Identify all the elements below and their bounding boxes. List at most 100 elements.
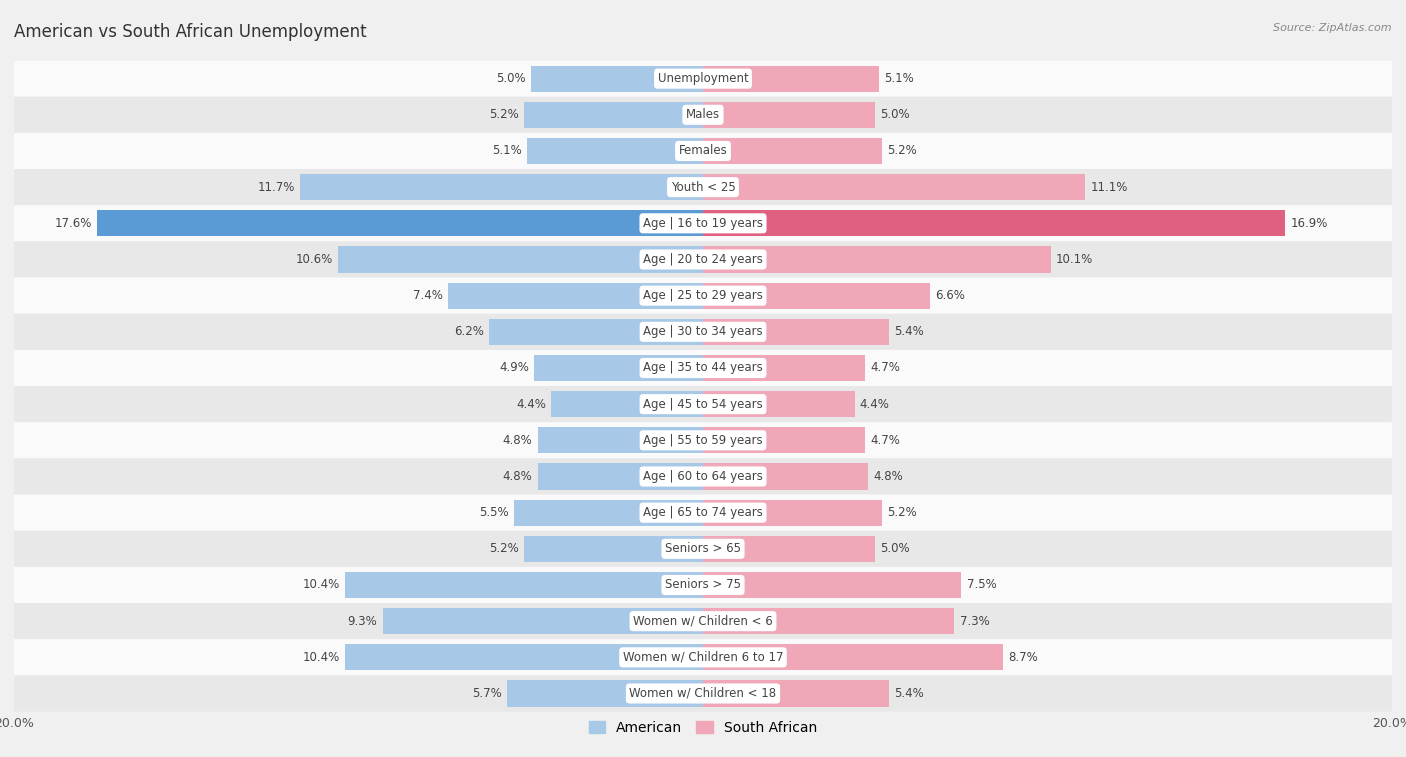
Text: Age | 60 to 64 years: Age | 60 to 64 years	[643, 470, 763, 483]
FancyBboxPatch shape	[14, 675, 1392, 712]
Text: 7.4%: 7.4%	[413, 289, 443, 302]
Text: 11.7%: 11.7%	[257, 181, 295, 194]
Bar	[703, 463, 869, 490]
Text: Source: ZipAtlas.com: Source: ZipAtlas.com	[1274, 23, 1392, 33]
Text: 5.2%: 5.2%	[887, 506, 917, 519]
Text: Seniors > 65: Seniors > 65	[665, 542, 741, 556]
FancyBboxPatch shape	[14, 603, 1392, 639]
FancyBboxPatch shape	[14, 278, 1392, 313]
Text: Age | 30 to 34 years: Age | 30 to 34 years	[643, 326, 763, 338]
Bar	[703, 174, 1085, 200]
Bar	[703, 427, 865, 453]
Text: 7.5%: 7.5%	[966, 578, 997, 591]
FancyBboxPatch shape	[14, 459, 1392, 494]
Bar	[703, 355, 865, 381]
Bar	[299, 174, 703, 200]
Text: 5.7%: 5.7%	[472, 687, 502, 700]
Text: Age | 20 to 24 years: Age | 20 to 24 years	[643, 253, 763, 266]
Bar	[703, 319, 889, 345]
Bar	[506, 681, 703, 706]
Text: Age | 65 to 74 years: Age | 65 to 74 years	[643, 506, 763, 519]
Bar	[489, 319, 703, 345]
Text: Age | 16 to 19 years: Age | 16 to 19 years	[643, 217, 763, 230]
Text: Seniors > 75: Seniors > 75	[665, 578, 741, 591]
FancyBboxPatch shape	[14, 531, 1392, 567]
Bar	[703, 282, 931, 309]
Text: Youth < 25: Youth < 25	[671, 181, 735, 194]
FancyBboxPatch shape	[14, 494, 1392, 531]
Bar	[703, 138, 882, 164]
FancyBboxPatch shape	[14, 386, 1392, 422]
Bar	[337, 247, 703, 273]
Text: 5.0%: 5.0%	[880, 108, 910, 121]
Text: 5.1%: 5.1%	[492, 145, 522, 157]
Text: 5.0%: 5.0%	[496, 72, 526, 85]
Text: 4.4%: 4.4%	[859, 397, 890, 410]
Bar	[703, 66, 879, 92]
Text: 6.6%: 6.6%	[935, 289, 966, 302]
Text: 5.1%: 5.1%	[884, 72, 914, 85]
Text: 4.8%: 4.8%	[503, 434, 533, 447]
Text: Women w/ Children 6 to 17: Women w/ Children 6 to 17	[623, 651, 783, 664]
FancyBboxPatch shape	[14, 169, 1392, 205]
Bar	[703, 608, 955, 634]
FancyBboxPatch shape	[14, 567, 1392, 603]
Bar	[703, 681, 889, 706]
Bar	[703, 536, 875, 562]
FancyBboxPatch shape	[14, 241, 1392, 278]
Bar	[531, 66, 703, 92]
Bar	[537, 427, 703, 453]
Text: 4.8%: 4.8%	[873, 470, 903, 483]
Text: 5.0%: 5.0%	[880, 542, 910, 556]
Bar	[703, 644, 1002, 671]
FancyBboxPatch shape	[14, 61, 1392, 97]
Text: Females: Females	[679, 145, 727, 157]
Text: 11.1%: 11.1%	[1091, 181, 1128, 194]
Text: 8.7%: 8.7%	[1008, 651, 1038, 664]
Text: 5.2%: 5.2%	[489, 108, 519, 121]
Bar	[537, 463, 703, 490]
Text: Women w/ Children < 6: Women w/ Children < 6	[633, 615, 773, 628]
FancyBboxPatch shape	[14, 422, 1392, 459]
FancyBboxPatch shape	[14, 313, 1392, 350]
Text: 5.5%: 5.5%	[479, 506, 509, 519]
FancyBboxPatch shape	[14, 639, 1392, 675]
Bar	[703, 101, 875, 128]
FancyBboxPatch shape	[14, 97, 1392, 133]
Text: 10.4%: 10.4%	[302, 651, 340, 664]
Text: 10.6%: 10.6%	[295, 253, 333, 266]
FancyBboxPatch shape	[14, 133, 1392, 169]
Text: Age | 55 to 59 years: Age | 55 to 59 years	[643, 434, 763, 447]
Bar	[524, 536, 703, 562]
Text: 17.6%: 17.6%	[55, 217, 91, 230]
Text: Age | 25 to 29 years: Age | 25 to 29 years	[643, 289, 763, 302]
Text: American vs South African Unemployment: American vs South African Unemployment	[14, 23, 367, 41]
Bar	[527, 138, 703, 164]
Text: 4.7%: 4.7%	[870, 434, 900, 447]
Bar	[449, 282, 703, 309]
Text: 4.7%: 4.7%	[870, 362, 900, 375]
Bar	[382, 608, 703, 634]
Bar	[703, 210, 1285, 236]
Legend: American, South African: American, South African	[583, 715, 823, 740]
Text: Women w/ Children < 18: Women w/ Children < 18	[630, 687, 776, 700]
Bar	[344, 644, 703, 671]
Text: 4.8%: 4.8%	[503, 470, 533, 483]
Text: 16.9%: 16.9%	[1291, 217, 1327, 230]
Bar	[703, 500, 882, 525]
Text: 4.4%: 4.4%	[516, 397, 547, 410]
Text: 9.3%: 9.3%	[347, 615, 377, 628]
Text: 5.2%: 5.2%	[489, 542, 519, 556]
Text: Males: Males	[686, 108, 720, 121]
Text: 5.4%: 5.4%	[894, 687, 924, 700]
Text: Age | 45 to 54 years: Age | 45 to 54 years	[643, 397, 763, 410]
Bar	[703, 391, 855, 417]
Bar	[703, 572, 962, 598]
Text: 7.3%: 7.3%	[960, 615, 990, 628]
FancyBboxPatch shape	[14, 205, 1392, 241]
Text: Age | 35 to 44 years: Age | 35 to 44 years	[643, 362, 763, 375]
Bar	[703, 247, 1050, 273]
Text: 6.2%: 6.2%	[454, 326, 484, 338]
Text: 10.4%: 10.4%	[302, 578, 340, 591]
Text: Unemployment: Unemployment	[658, 72, 748, 85]
